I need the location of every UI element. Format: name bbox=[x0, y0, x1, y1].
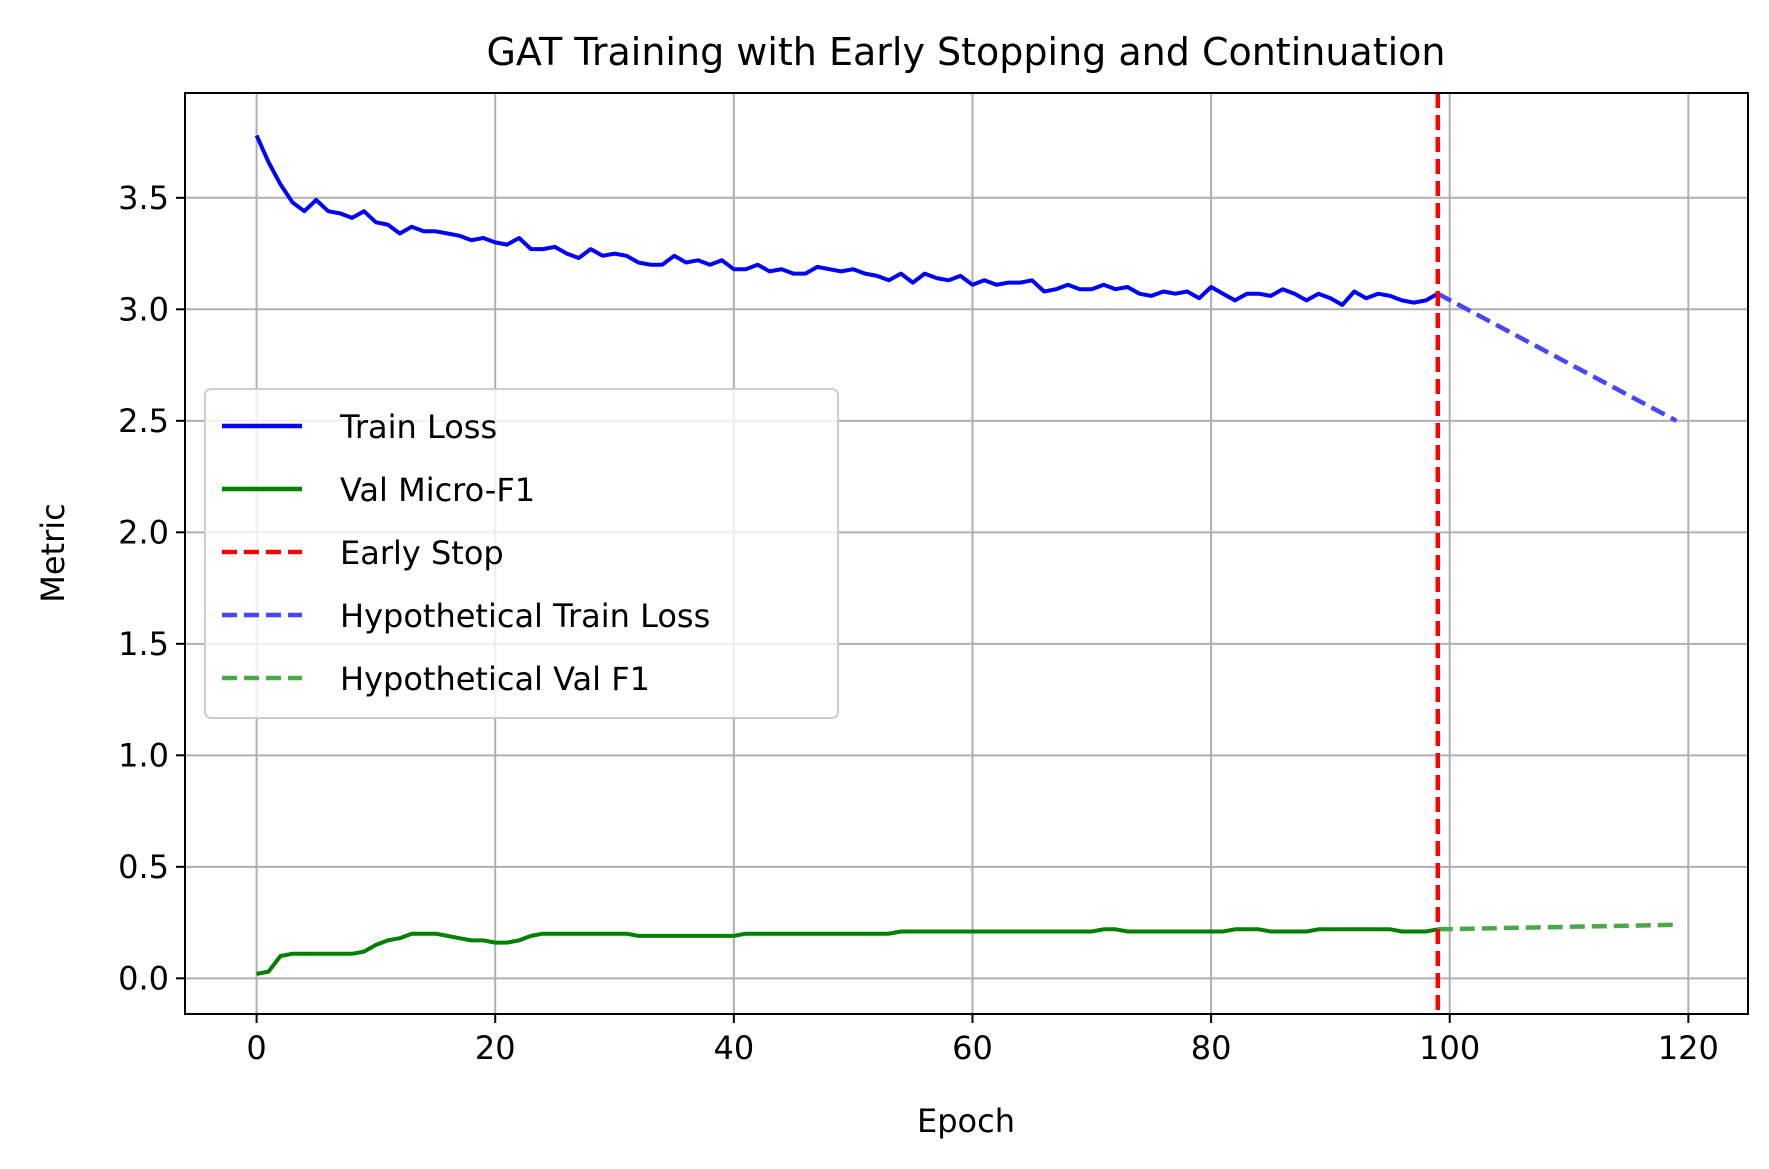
y-tick-label: 1.5 bbox=[118, 625, 169, 663]
x-tick-label: 60 bbox=[952, 1029, 993, 1067]
y-axis-label: Metric bbox=[34, 503, 72, 602]
series-line-train-loss bbox=[254, 134, 1439, 307]
x-tick-label: 120 bbox=[1658, 1029, 1719, 1067]
x-tick-label: 80 bbox=[1191, 1029, 1232, 1067]
series-layer bbox=[254, 93, 1678, 1014]
plot-frame bbox=[184, 92, 1749, 1015]
x-tick-label: 100 bbox=[1419, 1029, 1480, 1067]
x-tick-label: 0 bbox=[246, 1029, 266, 1067]
legend-label-train-loss: Train Loss bbox=[339, 408, 497, 446]
grid bbox=[185, 93, 1748, 1014]
y-tick-label: 0.0 bbox=[118, 959, 169, 997]
x-axis-label: Epoch bbox=[917, 1102, 1015, 1140]
x-tick-label: 40 bbox=[713, 1029, 754, 1067]
y-tick-label: 2.0 bbox=[118, 513, 169, 551]
legend-label-early-stop: Early Stop bbox=[340, 534, 504, 572]
y-tick-label: 1.0 bbox=[118, 736, 169, 774]
x-tick-label: 20 bbox=[475, 1029, 516, 1067]
y-tick-label: 3.0 bbox=[118, 290, 169, 328]
legend-label-hypothetical-val-f1: Hypothetical Val F1 bbox=[340, 660, 650, 698]
series-line-hypothetical-train-loss bbox=[1436, 291, 1678, 423]
legend: Train Loss Val Micro-F1 Early Stop Hypothet… bbox=[204, 388, 839, 719]
y-tick-label: 0.5 bbox=[118, 848, 169, 886]
legend-label-val-micro-f1: Val Micro-F1 bbox=[340, 471, 535, 509]
legend-box bbox=[204, 388, 839, 719]
series-line-val-micro-f1 bbox=[256, 927, 1439, 976]
series-line-hypothetical-val-f1 bbox=[1437, 922, 1677, 932]
ticks: 0 20 40 60 80 100 120 0.0 0.5 1.0 1.5 2.0 2.5 3.0 3.5 bbox=[118, 179, 1719, 1067]
chart-title: GAT Training with Early Stopping and Con… bbox=[486, 30, 1445, 74]
y-tick-label: 3.5 bbox=[118, 179, 169, 217]
legend-label-hypothetical-train-loss: Hypothetical Train Loss bbox=[340, 597, 710, 635]
y-tick-label: 2.5 bbox=[118, 402, 169, 440]
